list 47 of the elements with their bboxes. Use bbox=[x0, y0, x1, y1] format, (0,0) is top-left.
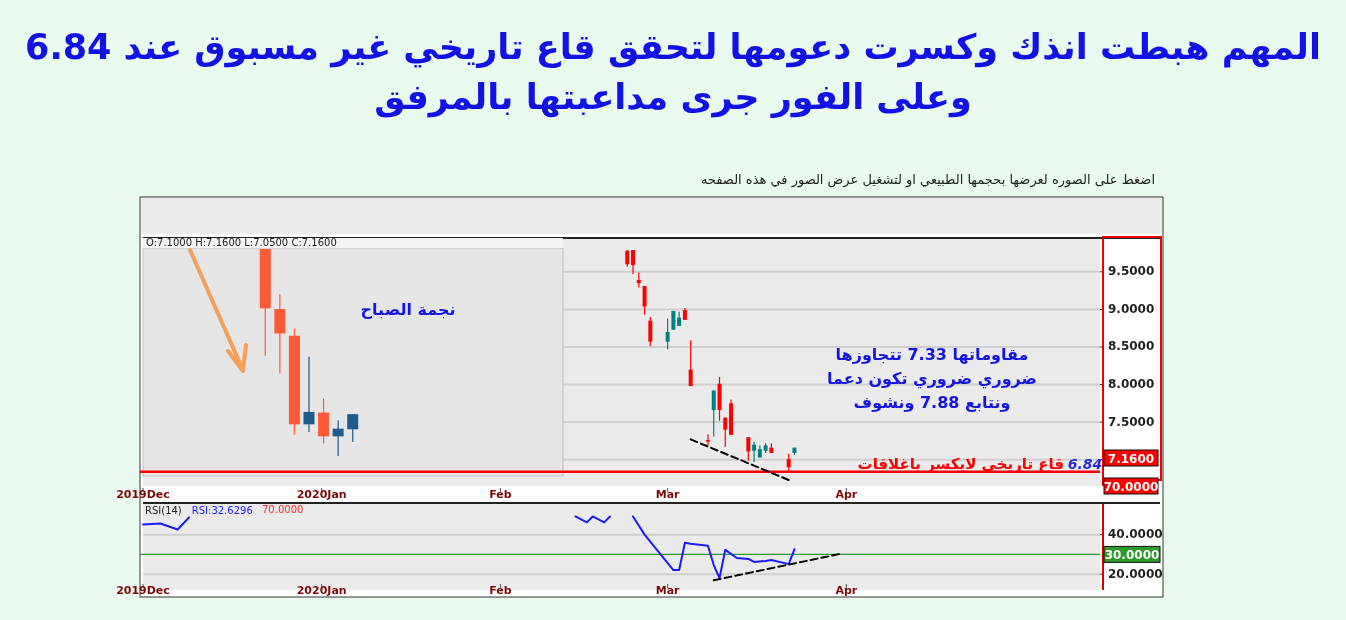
y-tick-label: 20.0000 bbox=[1108, 566, 1163, 581]
x-tick-label: Mar bbox=[655, 488, 681, 501]
line-series bbox=[632, 515, 796, 580]
annotation: ضروري ضروري تكون دعما bbox=[826, 368, 1038, 389]
candlestick bbox=[631, 249, 636, 275]
text: RSI:32.6296 bbox=[191, 505, 253, 516]
x-tick-label: 2020Jan bbox=[296, 584, 347, 597]
candlestick bbox=[665, 317, 670, 350]
candlestick bbox=[648, 316, 653, 347]
candlestick bbox=[746, 436, 751, 462]
candlestick bbox=[723, 417, 728, 448]
candlestick bbox=[642, 285, 647, 316]
chart-title: المهم هبطت انذك وكسرت دعومها لتحقق قاع تاريخي غير مسبوق عند 6.84 وعلى الفور جرى مداعبتها بالمرفق bbox=[24, 26, 1322, 120]
annotation: مقاوماتها 7.33 تتجاوزها bbox=[835, 344, 1029, 364]
candlestick bbox=[318, 398, 330, 445]
x-tick-label: Feb bbox=[489, 488, 512, 501]
y-tick-label: 8.5000 bbox=[1108, 339, 1155, 354]
ref-line-label: 6.84 bbox=[1067, 455, 1103, 472]
candlestick bbox=[332, 419, 344, 457]
x-tick-label: 2019Dec bbox=[116, 584, 170, 597]
x-tick-label: Apr bbox=[835, 488, 858, 501]
chart-title: RSI(14) bbox=[145, 505, 182, 516]
candlestick bbox=[688, 339, 693, 387]
candlestick bbox=[752, 441, 757, 463]
y-tick-label: 7.5000 bbox=[1108, 414, 1155, 429]
candlestick bbox=[705, 433, 710, 447]
annotation: ونتابع 7.88 ونشوف bbox=[853, 392, 1011, 412]
annotation: O:7.1000 H:7.1600 L:7.0500 C:7.1600 bbox=[146, 237, 337, 248]
y-tick-label: 8.0000 bbox=[1108, 377, 1155, 392]
x-tick-label: Apr bbox=[835, 584, 858, 597]
candlestick bbox=[347, 413, 359, 443]
annotation: نجمة الصباح bbox=[360, 299, 456, 319]
text: 70.0000 bbox=[1103, 479, 1159, 494]
x-tick-label: 2019Dec bbox=[116, 488, 170, 501]
x-tick-label: Mar bbox=[655, 584, 681, 597]
chart-subtitle: اضغط على الصوره لعرضها بحجمها الطبيعي او لتشغيل عرض الصور في هذه الصفحه bbox=[699, 172, 1155, 187]
candlestick bbox=[711, 389, 716, 437]
y-tick-label: 9.5000 bbox=[1108, 264, 1155, 279]
x-tick-label: 2020Jan bbox=[296, 488, 347, 501]
line-series bbox=[142, 516, 191, 531]
candlestick bbox=[303, 356, 315, 433]
y-tick-label: 40.0000 bbox=[1108, 527, 1163, 542]
y-tick-label: 9.0000 bbox=[1108, 301, 1155, 316]
ref-line-label: 30.0000 bbox=[1104, 547, 1160, 562]
annotation: 70.0000 bbox=[262, 504, 304, 515]
text: 7.1600 bbox=[1107, 451, 1155, 466]
x-tick-label: Feb bbox=[489, 584, 512, 597]
